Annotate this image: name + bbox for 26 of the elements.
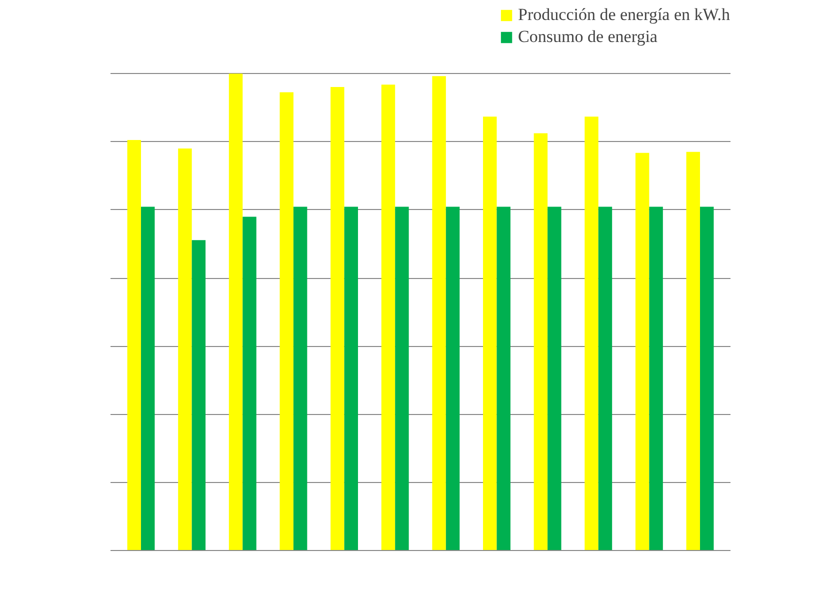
bar	[228, 74, 243, 550]
bar	[598, 206, 612, 550]
bar	[192, 240, 206, 550]
bar	[293, 206, 308, 550]
bar	[584, 116, 598, 550]
bar	[483, 116, 497, 550]
bar	[140, 206, 155, 550]
bar	[700, 206, 714, 550]
bar	[242, 216, 256, 550]
legend-label: Consumo de energia	[518, 27, 658, 47]
bar	[534, 133, 548, 550]
bar	[344, 206, 358, 550]
bar	[330, 87, 344, 550]
bar	[395, 206, 409, 550]
bar	[496, 206, 510, 550]
bar	[649, 206, 663, 550]
bar	[127, 140, 141, 550]
bar	[178, 148, 192, 550]
bar	[381, 84, 396, 550]
bar	[280, 92, 294, 550]
bar	[446, 206, 460, 550]
bar	[686, 152, 700, 550]
legend-label: Producción de energía en kW.h	[518, 5, 730, 25]
bar	[635, 152, 650, 550]
bar	[548, 206, 562, 550]
bar	[432, 76, 446, 550]
